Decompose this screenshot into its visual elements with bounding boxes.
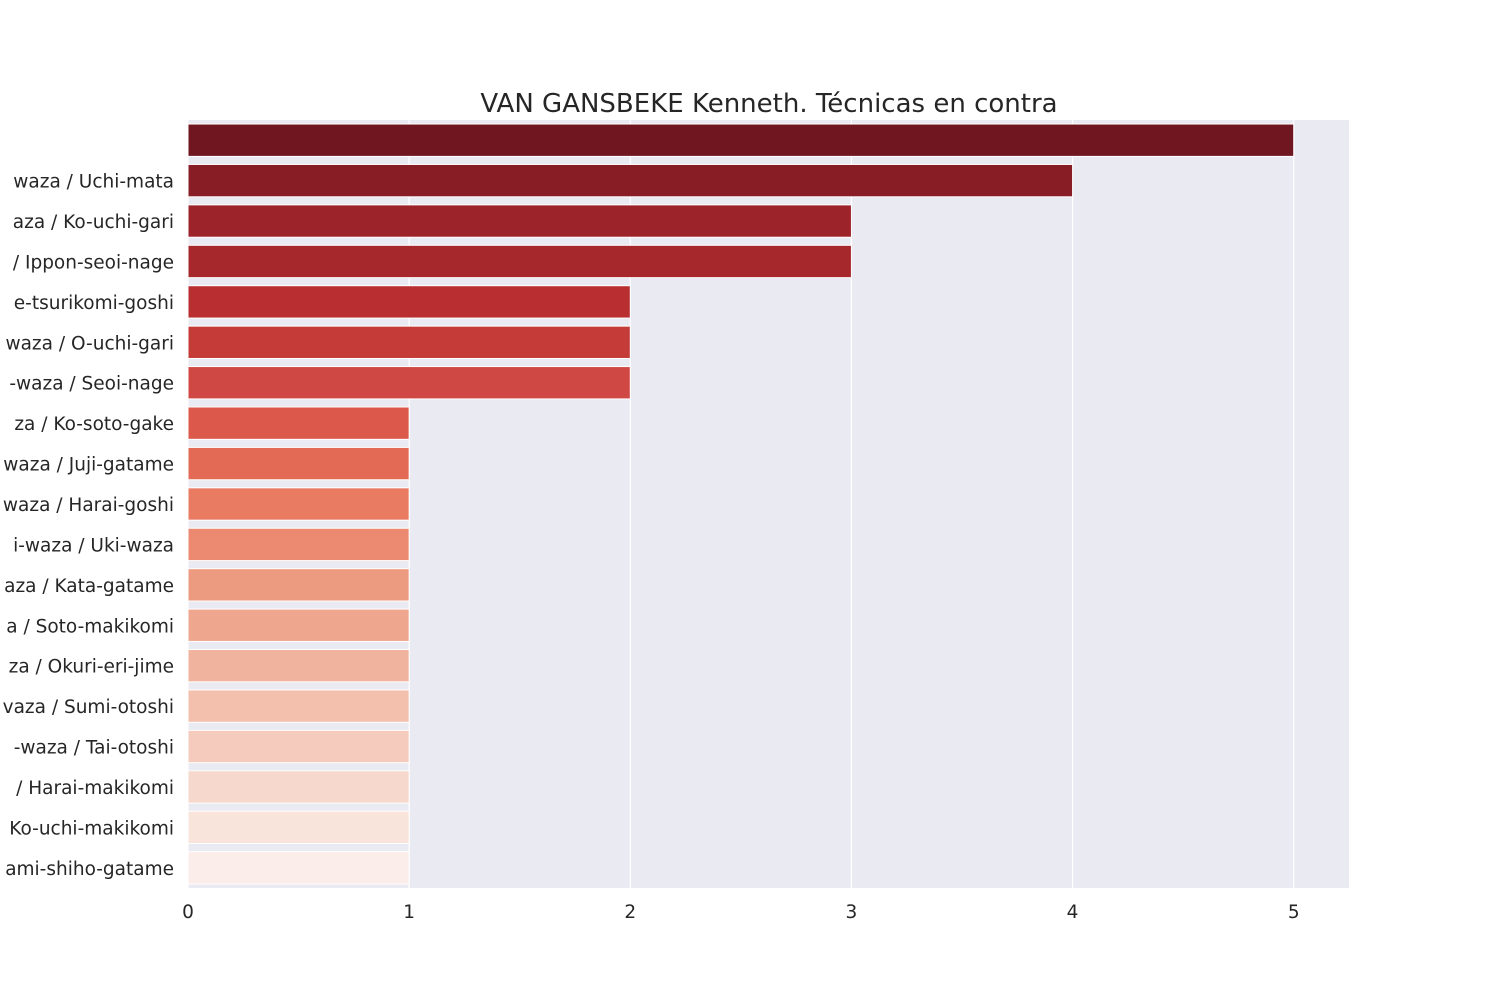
category-label: / Harai-makikomi [16,778,174,799]
x-tick-labels: 0 1 2 3 4 5 [182,902,1299,923]
category-label: Ko-uchi-makikomi [9,818,174,839]
category-label: waza / O-uchi-gari [5,333,174,354]
category-label: / Ippon-seoi-nage [13,252,174,273]
category-label: aza / Kata-gatame [4,576,174,597]
bar [187,163,1074,198]
category-label: -waza / Tai-otoshi [14,738,174,759]
bar [187,527,410,562]
category-label: ami-shiho-gatame [5,859,174,880]
bar [187,446,410,481]
x-tick-label: 5 [1288,902,1300,923]
category-label: waza / Harai-goshi [3,495,174,516]
bar [187,810,410,845]
category-label: za / Ko-soto-gake [14,414,174,435]
category-label: vaza / Sumi-otoshi [3,697,174,718]
bar [187,568,410,602]
category-label: -waza / Seoi-nage [9,374,174,395]
bar [187,689,410,723]
bars [187,123,1295,885]
bar [187,123,1295,157]
x-tick-label: 3 [846,902,858,923]
category-label: i-waza / Uki-waza [13,535,174,556]
category-label: za / Okuri-eri-jime [9,657,174,678]
bar [187,204,852,238]
category-label: a / Soto-makikomi [6,616,174,637]
x-tick-label: 2 [624,902,636,923]
bar [187,325,631,359]
x-tick-label: 1 [403,902,415,923]
bar [187,244,852,279]
bar [187,770,410,804]
category-label: aza / Ko-uchi-gari [13,212,174,233]
category-label: e-tsurikomi-goshi [14,293,174,314]
bar [187,608,410,642]
bar [187,729,410,764]
x-tick-label: 4 [1067,902,1079,923]
bar [187,649,410,683]
bar [187,366,631,400]
x-tick-label: 0 [182,902,194,923]
bar [187,487,410,521]
category-labels: waza / Uchi-mata aza / Ko-uchi-gari / Ippo… [3,172,174,880]
bar [187,285,631,319]
category-label: waza / Juji-gatame [3,455,174,476]
bar [187,406,410,440]
bar [187,851,410,885]
chart-title: VAN GANSBEKE Kenneth. Técnicas en contra [480,89,1057,119]
category-label: waza / Uchi-mata [13,172,174,193]
